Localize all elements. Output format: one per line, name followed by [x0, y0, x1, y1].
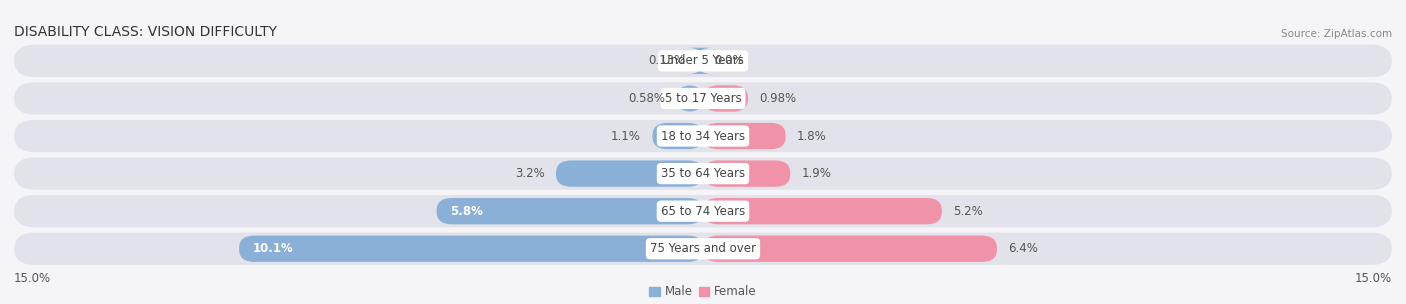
- Text: 3.2%: 3.2%: [515, 167, 544, 180]
- FancyBboxPatch shape: [703, 236, 997, 262]
- FancyBboxPatch shape: [703, 123, 786, 149]
- Text: 5.8%: 5.8%: [450, 205, 484, 218]
- FancyBboxPatch shape: [14, 233, 1392, 265]
- Text: 75 Years and over: 75 Years and over: [650, 242, 756, 255]
- FancyBboxPatch shape: [14, 157, 1392, 190]
- Text: 5 to 17 Years: 5 to 17 Years: [665, 92, 741, 105]
- Text: DISABILITY CLASS: VISION DIFFICULTY: DISABILITY CLASS: VISION DIFFICULTY: [14, 25, 277, 39]
- FancyBboxPatch shape: [688, 48, 713, 74]
- Text: 0.98%: 0.98%: [759, 92, 797, 105]
- FancyBboxPatch shape: [14, 45, 1392, 77]
- FancyBboxPatch shape: [703, 198, 942, 224]
- FancyBboxPatch shape: [703, 161, 790, 187]
- FancyBboxPatch shape: [14, 82, 1392, 115]
- Text: 35 to 64 Years: 35 to 64 Years: [661, 167, 745, 180]
- Text: 65 to 74 Years: 65 to 74 Years: [661, 205, 745, 218]
- FancyBboxPatch shape: [555, 161, 703, 187]
- Text: 6.4%: 6.4%: [1008, 242, 1038, 255]
- Text: Source: ZipAtlas.com: Source: ZipAtlas.com: [1281, 29, 1392, 39]
- Text: 5.2%: 5.2%: [953, 205, 983, 218]
- FancyBboxPatch shape: [703, 85, 748, 112]
- FancyBboxPatch shape: [14, 120, 1392, 152]
- Text: 18 to 34 Years: 18 to 34 Years: [661, 130, 745, 143]
- Text: 1.9%: 1.9%: [801, 167, 831, 180]
- Legend: Male, Female: Male, Female: [645, 281, 761, 303]
- Text: 15.0%: 15.0%: [1355, 272, 1392, 285]
- FancyBboxPatch shape: [676, 85, 703, 112]
- Text: Under 5 Years: Under 5 Years: [662, 54, 744, 67]
- Text: 1.8%: 1.8%: [797, 130, 827, 143]
- FancyBboxPatch shape: [652, 123, 703, 149]
- FancyBboxPatch shape: [437, 198, 703, 224]
- Text: 0.58%: 0.58%: [628, 92, 665, 105]
- Text: 0.0%: 0.0%: [714, 54, 744, 67]
- FancyBboxPatch shape: [239, 236, 703, 262]
- Text: 15.0%: 15.0%: [14, 272, 51, 285]
- Text: 1.1%: 1.1%: [612, 130, 641, 143]
- FancyBboxPatch shape: [14, 195, 1392, 227]
- Text: 0.13%: 0.13%: [648, 54, 686, 67]
- Text: 10.1%: 10.1%: [253, 242, 294, 255]
